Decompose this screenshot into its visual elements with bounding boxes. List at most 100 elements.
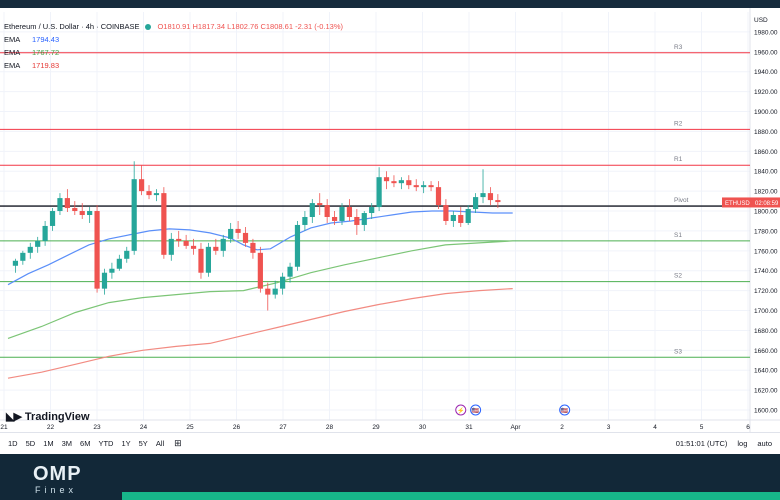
candle-body[interactable] [421, 185, 427, 188]
event-icon[interactable] [559, 404, 571, 416]
pivot-label-pivot: Pivot [674, 197, 689, 204]
candle-body[interactable] [235, 228, 241, 233]
candle-body[interactable] [168, 238, 174, 255]
candle-body[interactable] [205, 246, 211, 273]
range-5d-button[interactable]: 5D [25, 439, 36, 448]
candle-body[interactable] [435, 187, 442, 206]
candle-body[interactable] [139, 179, 145, 192]
candle-body[interactable] [250, 242, 256, 253]
candle-body[interactable] [146, 191, 152, 196]
candle-body[interactable] [109, 268, 115, 273]
range-1m-button[interactable]: 1M [43, 439, 54, 448]
event-icon[interactable] [470, 404, 482, 416]
candle-body[interactable] [465, 209, 471, 223]
indicator-row-3[interactable]: EMA 1719.83 [4, 59, 343, 72]
candle-body[interactable] [183, 240, 189, 246]
indicator-row-1[interactable]: EMA 1794.43 [4, 33, 343, 46]
last-price-symbol: ETHUSD [725, 201, 750, 207]
y-tick-label: 1880.00 [754, 129, 778, 136]
candle-body[interactable] [116, 258, 122, 269]
ema-line-3[interactable] [7, 288, 513, 379]
candle-body[interactable] [391, 181, 397, 184]
range-6m-button[interactable]: 6M [80, 439, 91, 448]
candle-body[interactable] [331, 216, 338, 221]
candle-body[interactable] [398, 180, 404, 184]
candle-body[interactable] [361, 213, 367, 225]
candle-body[interactable] [27, 246, 33, 253]
auto-scale-toggle[interactable]: auto [757, 439, 772, 448]
candle-body[interactable] [228, 228, 234, 239]
goto-date-icon[interactable]: ⊞ [174, 438, 182, 448]
symbol-title[interactable]: Ethereum / U.S. Dollar · 4h · COINBASE [4, 22, 140, 31]
y-tick-label: 1700.00 [754, 308, 778, 315]
candle-body[interactable] [35, 240, 41, 247]
candle-body[interactable] [220, 238, 226, 251]
candle-body[interactable] [257, 252, 263, 289]
candle-body[interactable] [309, 203, 315, 217]
candle-body[interactable] [339, 207, 345, 221]
candle-body[interactable] [124, 250, 130, 259]
tradingview-logo[interactable]: ◣▶ TradingView [6, 410, 90, 424]
range-1y-button[interactable]: 1Y [121, 439, 131, 448]
log-scale-toggle[interactable]: log [737, 439, 748, 448]
candle-body[interactable] [20, 252, 26, 261]
chart-area[interactable]: 1600.00 1620.00 1640.00 1660.00 1680.00 1700.… [0, 8, 780, 432]
candle-body[interactable] [354, 216, 360, 225]
event-icon[interactable] [455, 404, 467, 416]
candle-body[interactable] [272, 288, 278, 295]
y-tick-label: 1660.00 [754, 348, 778, 355]
candle-body[interactable] [94, 211, 100, 289]
candle-body[interactable] [42, 225, 48, 241]
candle-body[interactable] [265, 288, 271, 295]
range-3m-button[interactable]: 3M [61, 439, 73, 448]
pivot-label-r2: R2 [674, 120, 683, 127]
candle-body[interactable] [64, 198, 70, 209]
candle-body[interactable] [12, 260, 19, 266]
candle-body[interactable] [131, 179, 137, 251]
candle-body[interactable] [280, 276, 286, 289]
candle-body[interactable] [317, 203, 323, 206]
candle-body[interactable] [346, 207, 353, 217]
candle-body[interactable] [383, 177, 390, 182]
candle-body[interactable] [376, 177, 382, 208]
candle-body[interactable] [480, 193, 486, 198]
candle-body[interactable] [87, 211, 93, 216]
candle-body[interactable] [302, 216, 308, 225]
candle-body[interactable] [473, 197, 479, 210]
candle-body[interactable] [176, 238, 182, 241]
candle-body[interactable] [487, 193, 494, 201]
last-price-tag[interactable] [722, 197, 780, 208]
candle-body[interactable] [287, 266, 293, 277]
candle-body[interactable] [198, 248, 204, 273]
x-tick-label: 2 [560, 424, 564, 431]
candle-body[interactable] [495, 200, 501, 203]
price-chart[interactable]: 1600.00 1620.00 1640.00 1660.00 1680.00 1700.… [0, 8, 780, 432]
candle-body[interactable] [369, 207, 375, 214]
range-1d-button[interactable]: 1D [8, 439, 18, 448]
candle-body[interactable] [458, 215, 464, 223]
candle-body[interactable] [324, 205, 330, 217]
candle-body[interactable] [443, 205, 449, 221]
candle-body[interactable] [406, 180, 412, 186]
candle-body[interactable] [213, 246, 219, 251]
candle-body[interactable] [57, 198, 63, 212]
candle-body[interactable] [413, 185, 419, 188]
range-ytd-button[interactable]: YTD [98, 439, 114, 448]
candle-body[interactable] [161, 193, 167, 255]
indicator-name: EMA [4, 48, 21, 57]
candle-body[interactable] [294, 224, 301, 267]
indicator-row-2[interactable]: EMA 1767.72 [4, 46, 343, 59]
candle-body[interactable] [49, 211, 56, 226]
candle-body[interactable] [190, 245, 197, 249]
candle-body[interactable] [428, 185, 434, 188]
candle-body[interactable] [79, 211, 85, 216]
candle-body[interactable] [72, 208, 78, 212]
candle-body[interactable] [153, 193, 160, 196]
range-all-button[interactable]: All [155, 439, 165, 448]
range-5y-button[interactable]: 5Y [138, 439, 148, 448]
clock-readout[interactable]: 01:51:01 (UTC) [675, 439, 728, 448]
candle-body[interactable] [242, 232, 249, 243]
tradingview-wordmark: TradingView [24, 410, 90, 423]
candle-body[interactable] [101, 272, 108, 289]
candle-body[interactable] [450, 215, 456, 221]
